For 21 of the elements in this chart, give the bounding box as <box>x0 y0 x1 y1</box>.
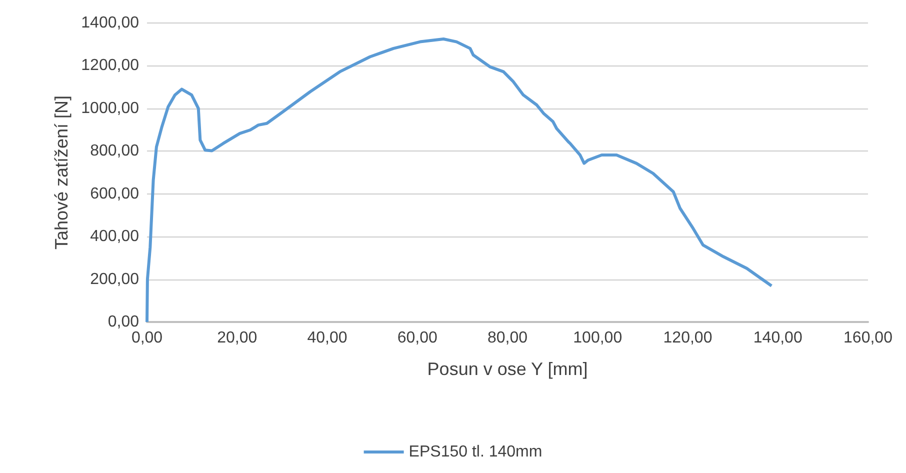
x-tick-label: 60,00 <box>397 330 438 346</box>
y-tick-label: 1200,00 <box>81 57 140 74</box>
y-tick-label: 800,00 <box>90 142 140 160</box>
y-axis-title: Tahové zatížení [N] <box>51 95 72 250</box>
x-tick-label: 20,00 <box>217 330 258 346</box>
y-tick-label: 600,00 <box>90 185 140 202</box>
y-tick-label: 0,00 <box>108 314 140 330</box>
x-tick-label: 40,00 <box>307 330 348 346</box>
x-tick-label: 100,00 <box>573 330 622 346</box>
x-tick-label: 160,00 <box>844 330 893 346</box>
x-tick-label: 120,00 <box>663 330 712 346</box>
x-tick-label: 80,00 <box>487 330 528 346</box>
y-tick-label: 400,00 <box>90 228 140 246</box>
x-axis-title: Posun v ose Y [mm] <box>427 359 588 379</box>
x-tick-label: 140,00 <box>753 330 802 346</box>
x-tick-label: 0,00 <box>131 330 163 346</box>
line-series <box>146 38 774 324</box>
y-tick-label: 200,00 <box>90 270 140 288</box>
y-tick-label: 1000,00 <box>81 100 140 117</box>
y-tick-label: 1400,00 <box>81 14 140 32</box>
legend-label: EPS150 tl. 140mm <box>408 444 542 460</box>
